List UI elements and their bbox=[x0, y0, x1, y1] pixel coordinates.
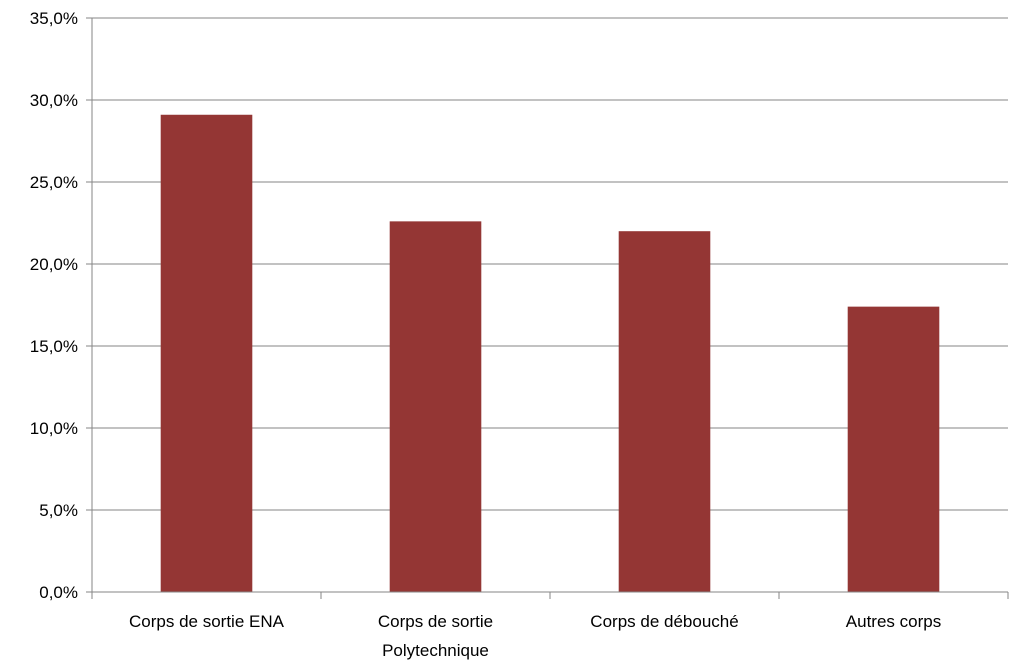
bar bbox=[848, 307, 940, 592]
y-tick-label: 0,0% bbox=[39, 583, 78, 602]
x-tick-label: Corps de sortie ENA bbox=[129, 612, 285, 631]
bar bbox=[619, 231, 711, 592]
y-tick-label: 5,0% bbox=[39, 501, 78, 520]
y-tick-label: 35,0% bbox=[30, 9, 78, 28]
y-tick-labels: 0,0% 5,0% 10,0% 15,0% 20,0% 25,0% 30,0% 35,0% bbox=[30, 9, 78, 602]
y-tick-label: 20,0% bbox=[30, 255, 78, 274]
y-tick-label: 15,0% bbox=[30, 337, 78, 356]
bars bbox=[161, 115, 940, 592]
y-tick-label: 25,0% bbox=[30, 173, 78, 192]
y-tick-label: 10,0% bbox=[30, 419, 78, 438]
x-tick-label: Corps de sortie bbox=[378, 612, 493, 631]
y-tick-label: 30,0% bbox=[30, 91, 78, 110]
x-tick-label: Polytechnique bbox=[382, 641, 489, 660]
x-tick-label: Corps de débouché bbox=[590, 612, 738, 631]
bar bbox=[161, 115, 253, 592]
x-tick-labels: Corps de sortie ENA Corps de sortie Polyte… bbox=[129, 612, 941, 660]
bar bbox=[390, 221, 482, 592]
x-tick-label: Autres corps bbox=[846, 612, 941, 631]
